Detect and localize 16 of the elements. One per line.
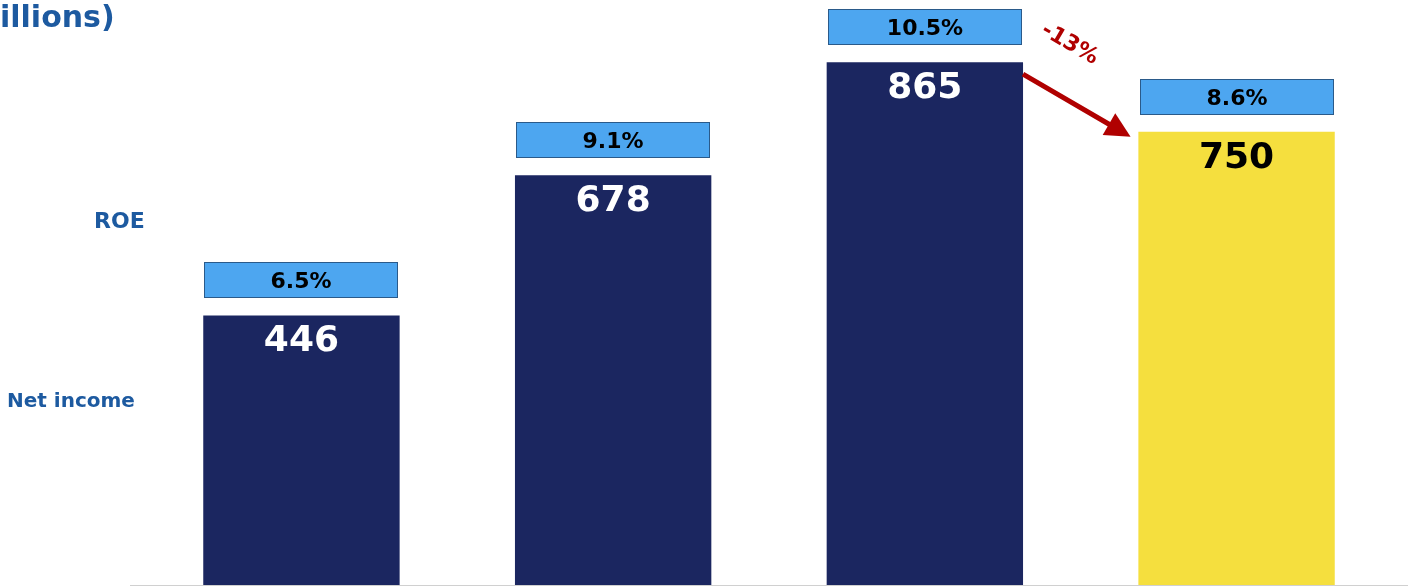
data-label: 446: [263, 318, 340, 360]
annotation: 6.5%: [270, 267, 332, 293]
bar: [826, 62, 1024, 585]
annotation: -13%: [1037, 16, 1104, 69]
annotation: ROE: [94, 208, 145, 233]
bar: [514, 175, 712, 585]
bar: [1138, 131, 1335, 585]
annotation: 9.1%: [582, 127, 644, 153]
chart-title: illions): [0, 0, 115, 34]
annotation: 10.5%: [886, 14, 964, 40]
data-label: 865: [887, 65, 963, 107]
data-label: 678: [575, 178, 651, 220]
annotation: Net income: [7, 388, 135, 412]
bar: [203, 315, 400, 585]
data-label: 750: [1198, 134, 1275, 176]
annotation: 8.6%: [1206, 84, 1268, 110]
